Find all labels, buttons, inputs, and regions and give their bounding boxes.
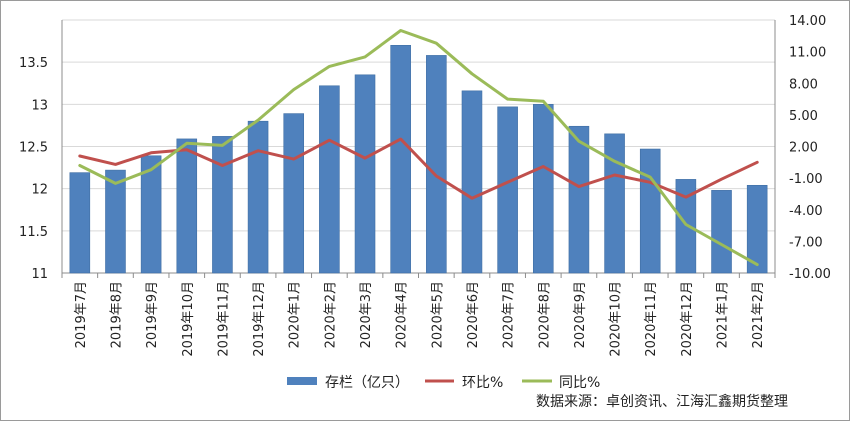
x-tick-label: 2019年11月 bbox=[216, 281, 231, 357]
bar-19 bbox=[711, 190, 732, 274]
bar-16 bbox=[604, 133, 625, 274]
bar-11 bbox=[426, 55, 447, 274]
x-tick-label: 2020年11月 bbox=[644, 281, 659, 357]
x-tick-label: 2021年1月 bbox=[716, 281, 731, 348]
right-tick-label: 14.00 bbox=[789, 14, 826, 29]
x-tick-label: 2019年10月 bbox=[181, 281, 196, 357]
x-tick-label: 2020年2月 bbox=[323, 281, 338, 348]
bar-4 bbox=[176, 138, 198, 274]
right-tick-label: -1.00 bbox=[789, 172, 823, 187]
x-axis: 2019年7月 2019年8月 2019年9月 2019年10月 2019年11月 201… bbox=[74, 281, 766, 357]
left-tick-label: 12.5 bbox=[19, 141, 48, 156]
x-tick-label: 2020年5月 bbox=[430, 281, 445, 348]
x-tick-label: 2019年7月 bbox=[74, 281, 89, 348]
x-tick-label: 2020年9月 bbox=[573, 281, 588, 348]
bar-9 bbox=[354, 74, 376, 274]
left-tick-label: 13.5 bbox=[19, 56, 48, 71]
x-tick-label: 2020年7月 bbox=[502, 281, 517, 348]
bar-17 bbox=[639, 148, 661, 274]
x-tick-label: 2020年4月 bbox=[395, 281, 410, 348]
bar-series bbox=[69, 44, 768, 274]
legend: 存栏（亿只） 环比% 同比% bbox=[287, 375, 600, 391]
x-tick-label: 2020年12月 bbox=[680, 281, 695, 357]
right-tick-label: -10.00 bbox=[789, 267, 831, 282]
left-tick-label: 11.5 bbox=[19, 225, 48, 240]
bar-12 bbox=[461, 90, 483, 274]
x-tick-label: 2020年6月 bbox=[466, 281, 481, 348]
right-tick-label: 2.00 bbox=[789, 141, 818, 156]
legend-label-yoy: 同比% bbox=[559, 375, 600, 391]
bar-1 bbox=[69, 172, 91, 274]
line-yoy bbox=[78, 29, 759, 267]
right-tick-label: -7.00 bbox=[789, 235, 823, 250]
bar-6 bbox=[247, 120, 269, 274]
x-tick-label: 2019年12月 bbox=[252, 281, 267, 357]
x-tick-label: 2020年8月 bbox=[537, 281, 552, 348]
right-tick-label: -4.00 bbox=[789, 204, 823, 219]
left-tick-label: 11 bbox=[31, 267, 48, 282]
line-series bbox=[78, 29, 759, 267]
bar-10 bbox=[390, 44, 411, 274]
x-tick-label: 2020年1月 bbox=[288, 281, 303, 348]
x-tick-label: 2019年9月 bbox=[145, 281, 160, 348]
bar-2 bbox=[105, 169, 126, 274]
legend-label-mom: 环比% bbox=[462, 375, 503, 391]
bar-20 bbox=[746, 184, 768, 274]
x-tick-label: 2020年10月 bbox=[609, 281, 624, 357]
bar-13 bbox=[497, 106, 518, 274]
right-axis: -10.00 -7.00 -4.00 -1.00 2.00 5.00 8.00 11.00 14… bbox=[789, 14, 831, 282]
left-tick-label: 12 bbox=[31, 183, 48, 198]
left-axis: 11 11.5 12 12.5 13 13.5 bbox=[19, 56, 48, 282]
bar-3 bbox=[140, 155, 162, 274]
right-tick-label: 5.00 bbox=[789, 109, 818, 124]
bar-8 bbox=[319, 85, 340, 274]
x-tick-label: 2020年3月 bbox=[359, 281, 374, 348]
bar-15 bbox=[568, 125, 590, 274]
gridlines bbox=[61, 19, 776, 278]
source-note: 数据来源：卓创资讯、江海汇鑫期货整理 bbox=[536, 393, 788, 410]
x-tick-label: 2019年8月 bbox=[109, 281, 124, 348]
right-tick-label: 11.00 bbox=[789, 46, 826, 61]
bar-5 bbox=[212, 136, 233, 274]
x-tick-label: 2021年2月 bbox=[751, 281, 766, 348]
bar-14 bbox=[532, 104, 554, 274]
line-mom bbox=[78, 137, 759, 200]
legend-label-stock: 存栏（亿只） bbox=[325, 375, 409, 391]
left-tick-label: 13 bbox=[31, 98, 48, 113]
right-tick-label: 8.00 bbox=[789, 77, 818, 92]
bar-7 bbox=[283, 113, 305, 274]
legend-swatch-stock bbox=[287, 377, 317, 385]
